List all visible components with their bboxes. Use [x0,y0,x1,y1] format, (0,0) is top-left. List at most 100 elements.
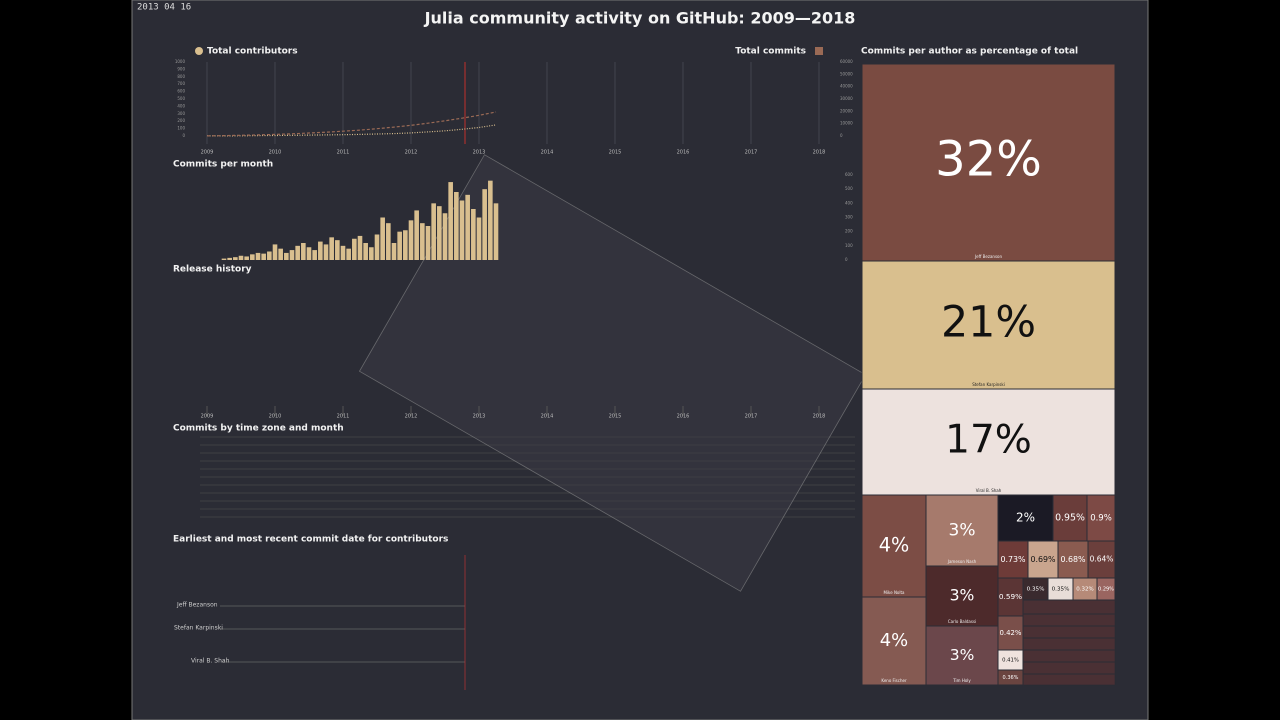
bar [250,254,255,260]
bar [431,203,436,260]
bar [238,255,244,260]
y-tick-label: 300 [177,111,185,116]
bar [403,230,408,260]
y-tick-label: 200 [845,229,853,234]
bar [369,247,374,260]
tile-value-label: 0.41% [1002,658,1019,664]
bar [284,252,289,260]
tile-value-label: 0.35% [1027,587,1045,593]
tile-value-label: 0.42% [1000,629,1022,637]
x-tick-label: 2016 [677,150,690,156]
x-tick-label: 2009 [201,414,214,420]
tile-value-label: 2% [1016,511,1035,525]
bar [442,213,448,260]
tile-value-label: 3% [950,646,975,664]
tile-value-label: 0.95% [1055,513,1085,524]
x-tick-label: 2013 [473,414,486,420]
bar [493,203,499,260]
bar [289,250,295,260]
bar [221,258,227,260]
x-tick-label: 2014 [541,150,554,156]
y-tick-label: 600 [845,172,853,177]
bar [459,200,465,260]
tile-value-label: 21% [941,298,1036,348]
tile-value-label: 0.29% [1098,587,1114,593]
tile-name: Carlo Baldassi [948,619,976,624]
y2-tick-label: 50000 [840,71,853,76]
bar [391,243,397,260]
tile [925,494,999,567]
bar [227,257,232,260]
x-tick-label: 2016 [677,414,690,420]
tile-value-label: 3% [949,521,976,541]
y2-tick-label: 60000 [840,59,853,64]
tile-value-label: 0.35% [1052,587,1070,593]
section-title: Earliest and most recent commit date for… [173,535,448,545]
y-tick-label: 200 [177,118,185,123]
bar [374,234,380,260]
x-tick-label: 2012 [405,414,418,420]
bar [244,256,249,260]
tile-value-label: 4% [879,534,909,557]
y-tick-label: 500 [845,186,853,191]
y2-tick-label: 30000 [840,96,853,101]
tile [997,540,1029,579]
bar [352,238,357,260]
x-tick-label: 2010 [269,414,282,420]
bar [267,251,272,260]
series-line [206,111,497,137]
bar [437,206,442,260]
bar [346,248,351,260]
tile-value-label: 17% [945,418,1032,463]
bar [454,192,459,260]
bar [465,194,470,260]
tile [1027,540,1059,579]
y-tick-label: 100 [177,126,185,131]
x-tick-label: 2017 [745,414,758,420]
contributor-name: Stefan Karpinski [174,625,223,632]
tile [1052,494,1088,542]
bar [329,237,334,260]
bar [448,182,453,260]
tile-value-label: 3% [950,587,975,605]
bar [301,243,306,260]
section-title: Commits per month [173,160,273,170]
y-tick-label: 400 [845,200,853,205]
legend-swatch [815,47,823,55]
bar [471,209,476,260]
y-tick-label: 600 [177,89,185,94]
tile [925,565,999,627]
tile [861,63,1116,262]
bar [278,248,283,260]
contributor-name: Viral B. Shah [191,658,230,665]
y-tick-label: 800 [177,74,185,79]
tile-value-label: 32% [935,132,1042,188]
bar [295,245,300,260]
x-tick-label: 2014 [541,414,554,420]
tile-value-label: 4% [880,630,908,651]
contributor-timeline [220,555,466,690]
tile-value-label: 0.73% [1000,555,1026,564]
tile-name: Keno Fischer [881,678,907,683]
bar [335,240,340,260]
tile-value-label: 0.69% [1030,555,1056,564]
y-tick-label: 0 [845,257,848,262]
bar [261,253,266,260]
bar [408,220,414,260]
tile [997,615,1024,651]
y2-tick-label: 10000 [840,121,853,126]
bar [306,247,312,260]
x-tick-label: 2017 [745,150,758,156]
bar [363,243,368,260]
bar [255,252,261,260]
bar [357,235,363,260]
tile [997,669,1024,686]
x-tick-label: 2015 [609,150,622,156]
bar [272,244,278,260]
bar [233,257,238,260]
tile-name: Mike Nolta [883,590,905,595]
bar [340,245,346,260]
y-tick-label: 0 [182,133,185,138]
y-tick-label: 900 [177,66,185,71]
